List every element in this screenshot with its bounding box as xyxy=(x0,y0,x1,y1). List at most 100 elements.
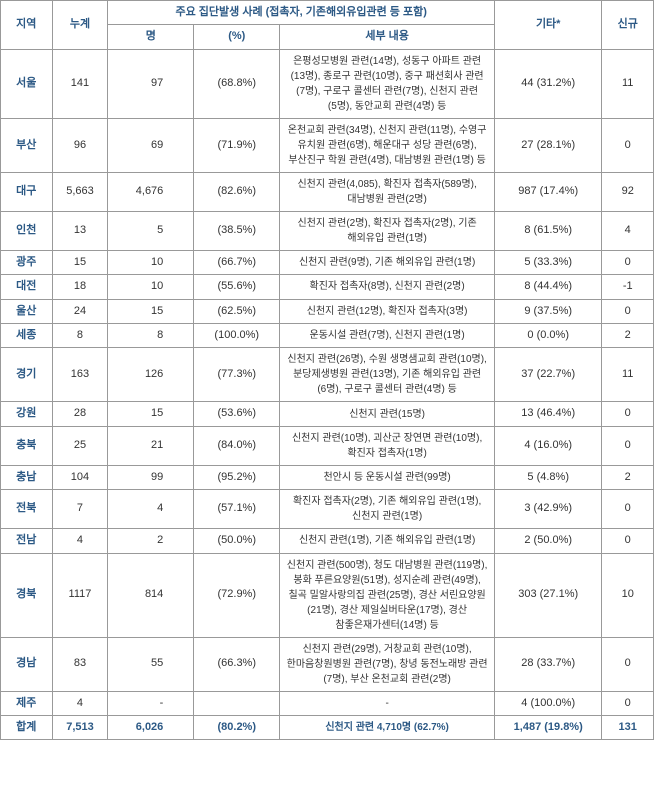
cell-pct xyxy=(194,691,280,715)
cell-new: 11 xyxy=(602,348,654,402)
cell-count: 4,676 xyxy=(108,172,194,211)
cell-count: 8 xyxy=(108,323,194,347)
cell-region: 합계 xyxy=(1,715,53,739)
cell-pct: (66.7%) xyxy=(194,250,280,274)
cell-other: 2 (50.0%) xyxy=(495,529,602,553)
cell-detail: 신천지 관련(4,085), 확진자 접촉자(589명), 대남병원 관련(2명… xyxy=(280,172,495,211)
table-row: 경남8355(66.3%)신천지 관련(29명), 거창교회 관련(10명), … xyxy=(1,637,654,691)
header-new: 신규 xyxy=(602,1,654,50)
cell-count: 10 xyxy=(108,250,194,274)
cell-new: 0 xyxy=(602,490,654,529)
cell-new: 0 xyxy=(602,118,654,172)
cell-region: 경기 xyxy=(1,348,53,402)
cell-total: 4 xyxy=(52,691,108,715)
table-row: 대구5,6634,676(82.6%)신천지 관련(4,085), 확진자 접촉… xyxy=(1,172,654,211)
cell-total: 163 xyxy=(52,348,108,402)
cell-count: 5 xyxy=(108,211,194,250)
cell-count: - xyxy=(108,691,194,715)
cell-pct: (71.9%) xyxy=(194,118,280,172)
cell-detail: 온천교회 관련(34명), 신천지 관련(11명), 수영구 유치원 관련(6명… xyxy=(280,118,495,172)
header-cluster-group: 주요 집단발생 사례 (접촉자, 기존해외유입관련 등 포함) xyxy=(108,1,495,25)
cell-count: 6,026 xyxy=(108,715,194,739)
cell-other: 4 (100.0%) xyxy=(495,691,602,715)
cell-region: 제주 xyxy=(1,691,53,715)
cell-detail: 신천지 관련(10명), 괴산군 장연면 관련(10명), 확진자 접촉자(1명… xyxy=(280,426,495,465)
cell-pct: (38.5%) xyxy=(194,211,280,250)
table-row: 인천135(38.5%)신천지 관련(2명), 확진자 접촉자(2명), 기존 … xyxy=(1,211,654,250)
cell-count: 99 xyxy=(108,465,194,489)
cell-new: 131 xyxy=(602,715,654,739)
cell-total: 4 xyxy=(52,529,108,553)
cell-total: 1117 xyxy=(52,553,108,637)
cell-region: 충북 xyxy=(1,426,53,465)
table-body: 서울14197(68.8%)은평성모병원 관련(14명), 성동구 아파트 관련… xyxy=(1,49,654,740)
cell-other: 303 (27.1%) xyxy=(495,553,602,637)
cell-other: 0 (0.0%) xyxy=(495,323,602,347)
cell-pct: (95.2%) xyxy=(194,465,280,489)
cell-detail: 신천지 관련(2명), 확진자 접촉자(2명), 기존 해외유입 관련(1명) xyxy=(280,211,495,250)
cell-new: 11 xyxy=(602,49,654,118)
cell-new: 0 xyxy=(602,529,654,553)
table-row: 충북2521(84.0%)신천지 관련(10명), 괴산군 장연면 관련(10명… xyxy=(1,426,654,465)
cell-total: 5,663 xyxy=(52,172,108,211)
cell-detail: - xyxy=(280,691,495,715)
cell-new: 2 xyxy=(602,323,654,347)
total-row: 합계7,5136,026(80.2%)신천지 관련 4,710명 (62.7%)… xyxy=(1,715,654,739)
cell-new: 0 xyxy=(602,402,654,426)
cell-detail: 신천지 관련(29명), 거창교회 관련(10명), 한마음창원병원 관련(7명… xyxy=(280,637,495,691)
table-row: 강원2815(53.6%)신천지 관련(15명)13 (46.4%)0 xyxy=(1,402,654,426)
header-detail: 세부 내용 xyxy=(280,25,495,49)
cell-new: 0 xyxy=(602,637,654,691)
cell-pct: (72.9%) xyxy=(194,553,280,637)
cell-detail: 신천지 관련(9명), 기존 해외유입 관련(1명) xyxy=(280,250,495,274)
cell-new: 2 xyxy=(602,465,654,489)
cell-new: 0 xyxy=(602,250,654,274)
table-row: 제주4--4 (100.0%)0 xyxy=(1,691,654,715)
cell-total: 15 xyxy=(52,250,108,274)
cell-count: 55 xyxy=(108,637,194,691)
table-row: 세종88(100.0%)운동시설 관련(7명), 신천지 관련(1명)0 (0.… xyxy=(1,323,654,347)
table-row: 전남42(50.0%)신천지 관련(1명), 기존 해외유입 관련(1명)2 (… xyxy=(1,529,654,553)
cell-detail: 신천지 관련(1명), 기존 해외유입 관련(1명) xyxy=(280,529,495,553)
covid-regional-table: 지역 누계 주요 집단발생 사례 (접촉자, 기존해외유입관련 등 포함) 기타… xyxy=(0,0,654,740)
cell-detail: 은평성모병원 관련(14명), 성동구 아파트 관련(13명), 종로구 관련(… xyxy=(280,49,495,118)
cell-region: 부산 xyxy=(1,118,53,172)
cell-region: 충남 xyxy=(1,465,53,489)
cell-pct: (84.0%) xyxy=(194,426,280,465)
cell-region: 광주 xyxy=(1,250,53,274)
cell-region: 경북 xyxy=(1,553,53,637)
cell-new: -1 xyxy=(602,275,654,299)
cell-total: 96 xyxy=(52,118,108,172)
cell-pct: (100.0%) xyxy=(194,323,280,347)
header-count: 명 xyxy=(108,25,194,49)
cell-total: 13 xyxy=(52,211,108,250)
cell-total: 7 xyxy=(52,490,108,529)
cell-total: 24 xyxy=(52,299,108,323)
table-row: 경북1117814(72.9%)신천지 관련(500명), 청도 대남병원 관련… xyxy=(1,553,654,637)
cell-other: 9 (37.5%) xyxy=(495,299,602,323)
cell-new: 10 xyxy=(602,553,654,637)
cell-pct: (55.6%) xyxy=(194,275,280,299)
cell-other: 44 (31.2%) xyxy=(495,49,602,118)
header-total: 누계 xyxy=(52,1,108,50)
cell-pct: (77.3%) xyxy=(194,348,280,402)
cell-pct: (82.6%) xyxy=(194,172,280,211)
cell-other: 37 (22.7%) xyxy=(495,348,602,402)
cell-count: 10 xyxy=(108,275,194,299)
cell-pct: (57.1%) xyxy=(194,490,280,529)
cell-detail: 천안시 등 운동시설 관련(99명) xyxy=(280,465,495,489)
cell-region: 전남 xyxy=(1,529,53,553)
header-other: 기타* xyxy=(495,1,602,50)
table-row: 광주1510(66.7%)신천지 관련(9명), 기존 해외유입 관련(1명)5… xyxy=(1,250,654,274)
cell-pct: (50.0%) xyxy=(194,529,280,553)
cell-detail: 확진자 접촉자(2명), 기존 해외유입 관련(1명), 신천지 관련(1명) xyxy=(280,490,495,529)
cell-detail: 신천지 관련(500명), 청도 대남병원 관련(119명), 봉화 푸른요양원… xyxy=(280,553,495,637)
header-pct: (%) xyxy=(194,25,280,49)
cell-count: 15 xyxy=(108,299,194,323)
cell-total: 83 xyxy=(52,637,108,691)
cell-count: 814 xyxy=(108,553,194,637)
cell-region: 울산 xyxy=(1,299,53,323)
cell-count: 69 xyxy=(108,118,194,172)
cell-detail: 운동시설 관련(7명), 신천지 관련(1명) xyxy=(280,323,495,347)
cell-detail: 신천지 관련(26명), 수원 생명샘교회 관련(10명), 분당제생병원 관련… xyxy=(280,348,495,402)
